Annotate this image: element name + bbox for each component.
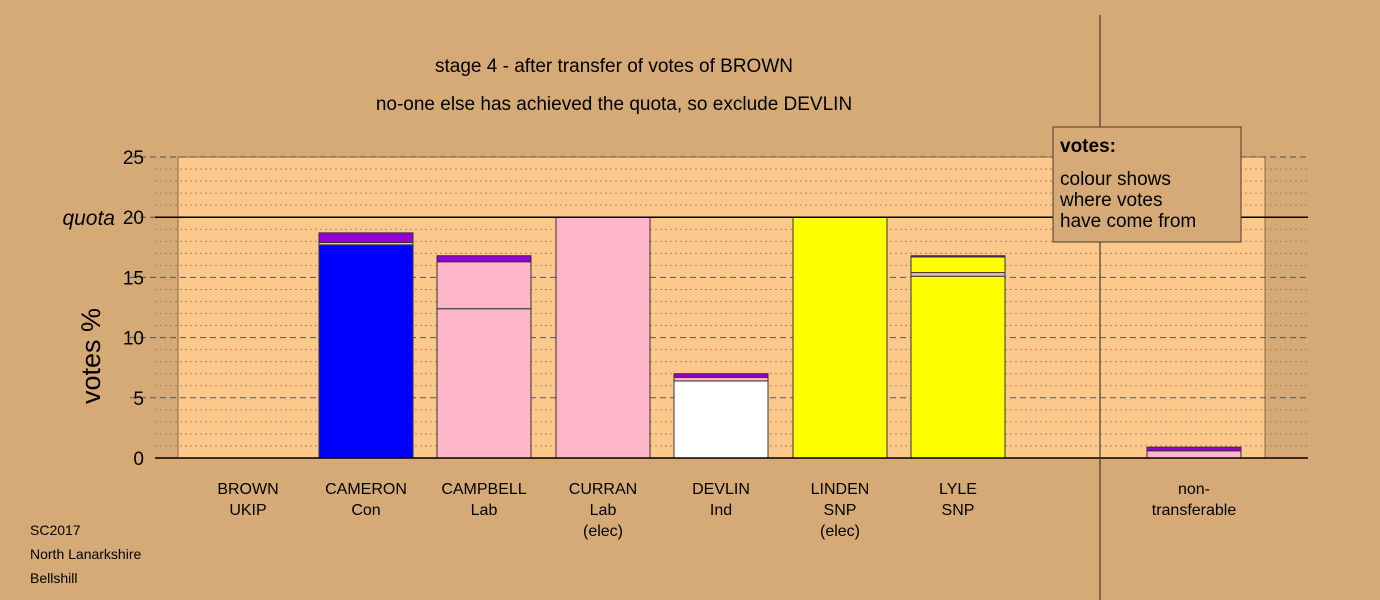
- candidate-label: BROWN: [217, 481, 278, 498]
- bars: [318, 216, 1242, 459]
- bar-segment: [673, 376, 769, 382]
- bar-segment: [910, 256, 1006, 274]
- legend-line-1: colour shows: [1060, 169, 1171, 190]
- candidate-label: UKIP: [229, 502, 266, 519]
- legend-line-2: where votes: [1059, 190, 1162, 211]
- candidate-label: LINDEN: [811, 481, 870, 498]
- bar-segment: [673, 380, 769, 459]
- legend-title: votes:: [1060, 136, 1116, 157]
- candidate-label: Lab: [590, 502, 617, 519]
- y-tick-label: 25: [123, 148, 144, 169]
- bar-segment: [318, 244, 414, 459]
- candidate-label: CURRAN: [569, 481, 637, 498]
- candidate-label: Con: [351, 502, 380, 519]
- legend-line-3: have come from: [1060, 211, 1196, 232]
- bar-segment: [910, 275, 1006, 459]
- y-axis-label: votes %: [76, 308, 106, 404]
- footer-line-3: Bellshill: [30, 570, 77, 586]
- bar-segment: [673, 373, 769, 378]
- footer-line-1: SC2017: [30, 522, 81, 538]
- y-tick-label: 10: [123, 329, 144, 350]
- bar-segment: [1146, 450, 1242, 459]
- bar-segment: [555, 216, 651, 459]
- candidate-label: transferable: [1152, 502, 1237, 519]
- y-tick-label: 5: [133, 389, 144, 410]
- candidate-label: (elec): [583, 523, 623, 540]
- candidate-labels: BROWN UKIP CAMERON Con CAMPBELL Lab CURRAN Lab (…: [217, 481, 1236, 540]
- chart-title: stage 4 - after transfer of votes of BRO…: [435, 56, 793, 77]
- candidate-label: SNP: [942, 502, 975, 519]
- candidate-label: CAMPBELL: [441, 481, 526, 498]
- candidate-label: LYLE: [939, 481, 977, 498]
- bar-segment: [792, 216, 888, 459]
- legend-box: [1052, 126, 1242, 243]
- bar-segment: [436, 308, 532, 459]
- bar-segment: [436, 255, 532, 263]
- y-tick-label: 20: [123, 208, 144, 229]
- legend: votes: colour shows where votes have com…: [1052, 126, 1242, 243]
- chart-subtitle: no-one else has achieved the quota, so e…: [376, 94, 852, 115]
- bar-segment: [318, 232, 414, 243]
- footer-line-2: North Lanarkshire: [30, 546, 141, 562]
- quota-label: quota: [62, 207, 115, 230]
- y-tick-label: 15: [123, 268, 144, 289]
- bar-segment: [436, 261, 532, 310]
- candidate-label: (elec): [820, 523, 860, 540]
- bar-segment: [910, 272, 1006, 277]
- candidate-label: non-: [1178, 481, 1210, 498]
- candidate-label: CAMERON: [325, 481, 407, 498]
- y-tick-label: 0: [133, 449, 144, 470]
- candidate-label: Lab: [471, 502, 498, 519]
- candidate-label: Ind: [710, 502, 732, 519]
- bar-segment: [1146, 446, 1242, 452]
- candidate-label: SNP: [824, 502, 857, 519]
- bar-segment: [910, 255, 1006, 258]
- candidate-label: DEVLIN: [692, 481, 750, 498]
